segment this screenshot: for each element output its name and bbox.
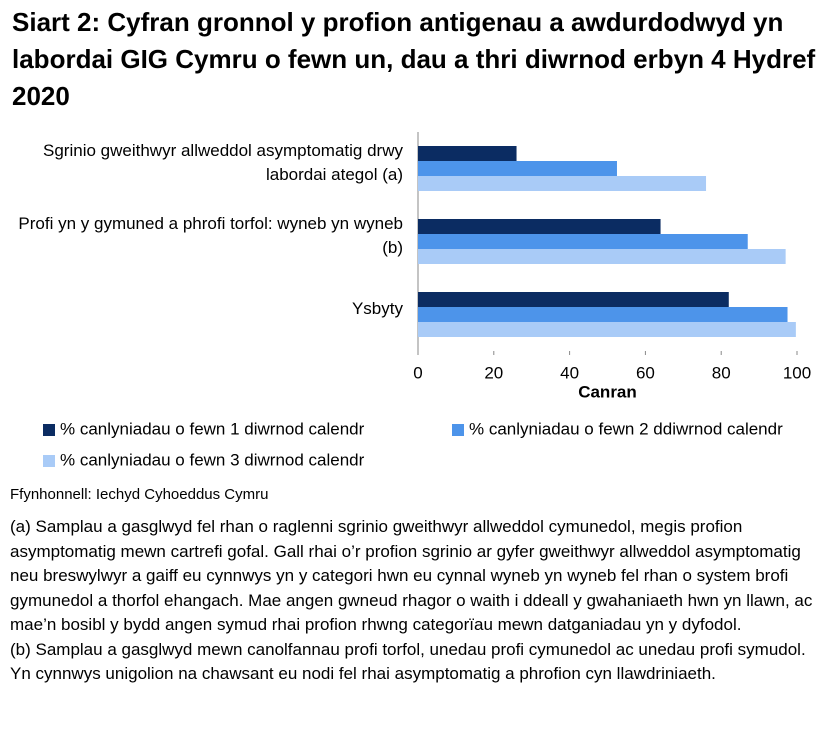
x-tick-label: 20 xyxy=(484,363,503,382)
note: (a) Samplau a gasglwyd fel rhan o raglen… xyxy=(10,517,813,634)
legend-label: % canlyniadau o fewn 1 diwrnod calendr xyxy=(60,419,365,438)
note: (b) Samplau a gasglwyd mewn canolfannau … xyxy=(10,639,806,684)
bar xyxy=(418,146,517,161)
bar xyxy=(418,234,748,249)
bar xyxy=(418,249,786,264)
y-tick-label: Ysbyty xyxy=(351,298,403,318)
legend-swatch xyxy=(43,424,55,436)
chart-title: Siart 2: Cyfran gronnol y profion antige… xyxy=(12,7,816,111)
x-tick-label: 60 xyxy=(636,363,655,382)
legend-swatch xyxy=(452,424,464,436)
y-tick-label: Sgrinio gweithwyr allweddol asymptomatig… xyxy=(43,140,403,184)
bar xyxy=(418,322,796,337)
x-tick-label: 100 xyxy=(783,363,811,382)
y-tick-label: Profi yn y gymuned a phrofi torfol: wyne… xyxy=(18,213,403,257)
legend-swatch xyxy=(43,455,55,467)
bar xyxy=(418,292,729,307)
bar xyxy=(418,161,617,176)
bar xyxy=(418,219,661,234)
legend-label: % canlyniadau o fewn 2 ddiwrnod calendr xyxy=(469,419,783,438)
bar xyxy=(418,307,788,322)
bar xyxy=(418,176,707,191)
x-tick-label: 40 xyxy=(560,363,579,382)
x-tick-label: 80 xyxy=(712,363,731,382)
x-tick-label: 0 xyxy=(413,363,422,382)
notes: (a) Samplau a gasglwyd fel rhan o raglen… xyxy=(10,515,825,687)
legend-label: % canlyniadau o fewn 3 diwrnod calendr xyxy=(60,450,365,469)
source: Ffynhonnell: Iechyd Cyhoeddus Cymru xyxy=(10,486,269,503)
x-axis-label: Canran xyxy=(578,382,637,401)
